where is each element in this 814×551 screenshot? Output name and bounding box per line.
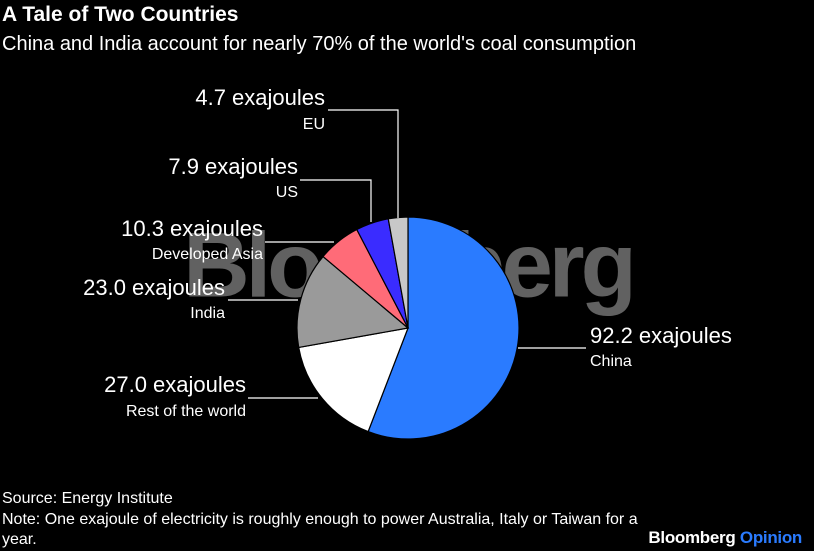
value-label: 10.3 exajoules — [121, 216, 263, 241]
brand-sub: Opinion — [739, 528, 802, 547]
brand-name: Bloomberg — [648, 528, 736, 547]
chart-subtitle: China and India account for nearly 70% o… — [2, 33, 637, 55]
value-label: 27.0 exajoules — [104, 372, 246, 397]
category-label: EU — [303, 116, 325, 133]
category-label: US — [276, 184, 298, 201]
category-label: Developed Asia — [152, 246, 263, 263]
brand: Bloomberg Opinion — [648, 528, 802, 548]
leader-line — [300, 179, 372, 222]
category-label: Rest of the world — [126, 403, 246, 420]
chart-title: A Tale of Two Countries — [2, 3, 239, 26]
value-label: 4.7 exajoules — [195, 85, 325, 110]
source: Source: Energy Institute — [2, 490, 173, 507]
leader-line — [328, 109, 399, 218]
pie-slice — [296, 255, 410, 349]
note: Note: One exajoule of electricity is rou… — [2, 511, 638, 548]
value-label: 92.2 exajoules — [590, 323, 732, 348]
value-label: 23.0 exajoules — [83, 275, 225, 300]
pie-slice — [367, 216, 520, 440]
value-label: 7.9 exajoules — [168, 154, 298, 179]
category-label: India — [190, 305, 225, 322]
category-label: China — [590, 353, 632, 370]
pie-slice — [298, 327, 409, 433]
